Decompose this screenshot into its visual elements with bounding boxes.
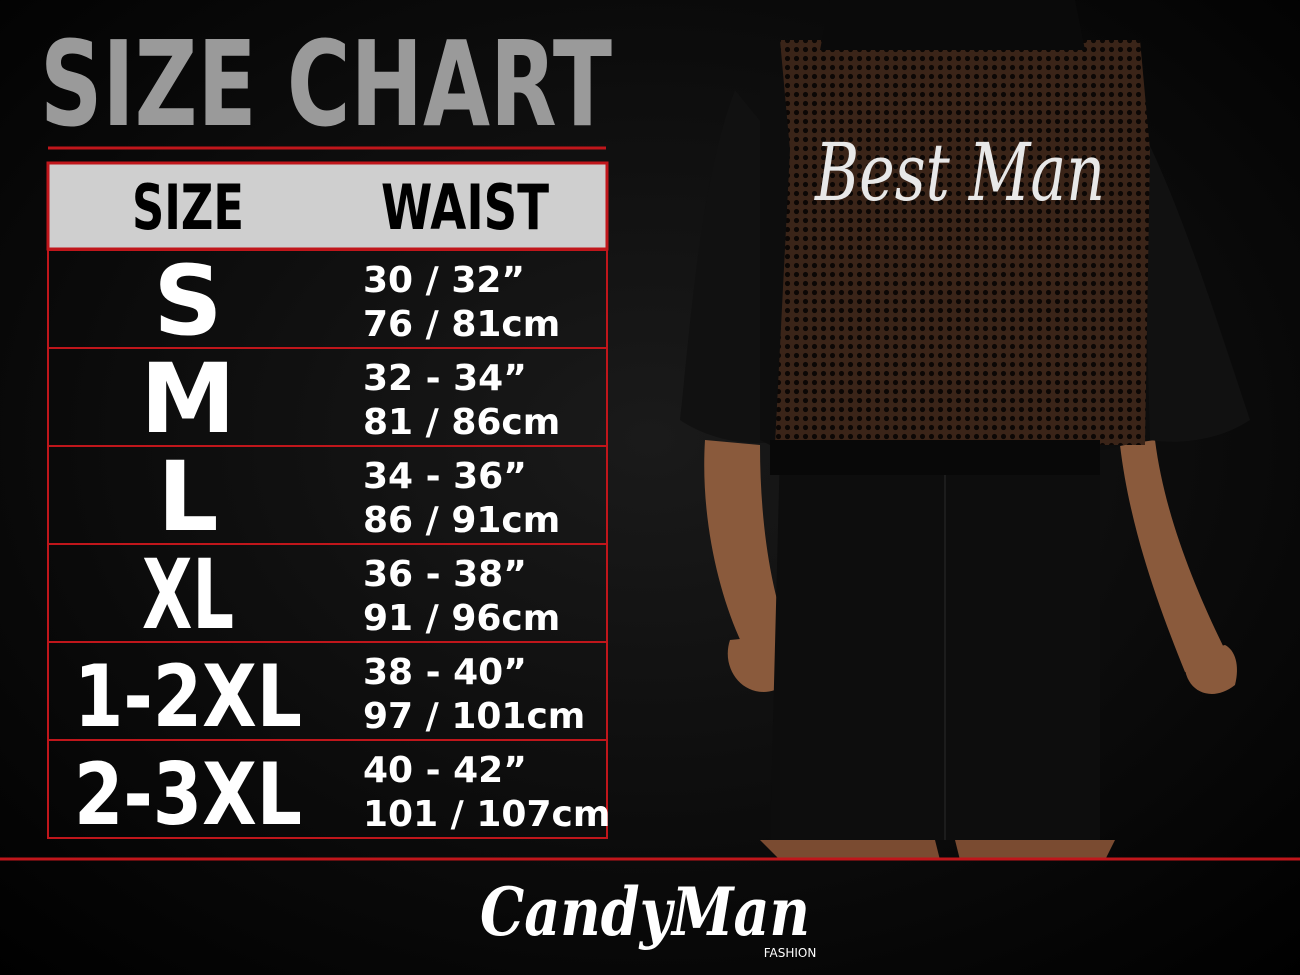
waist-inches: 34 - 36” xyxy=(363,456,527,497)
waist-inches: 32 - 34” xyxy=(363,358,527,399)
brand-tagline: FASHION xyxy=(764,946,817,960)
waist-cm: 91 / 96cm xyxy=(363,598,560,639)
waist-cm: 86 / 91cm xyxy=(363,500,560,541)
brand-logo: CandyMan xyxy=(480,873,810,951)
size-label: 2-3XL xyxy=(74,745,302,845)
waist-inches: 38 - 40” xyxy=(363,652,527,693)
column-header: SIZE xyxy=(132,171,244,244)
waist-cm: 81 / 86cm xyxy=(363,402,560,443)
waist-inches: 40 - 42” xyxy=(363,750,527,791)
page-title: SIZE CHART xyxy=(40,15,612,153)
size-label: L xyxy=(157,441,218,553)
table-body: S 30 / 32”76 / 81cm M 32 - 34”81 / 86cm L 34 … xyxy=(47,245,610,845)
size-label: 1-2XL xyxy=(74,647,302,747)
table-row xyxy=(47,739,608,839)
column-header: WAIST xyxy=(381,171,549,244)
waist-cm: 101 / 107cm xyxy=(363,794,610,835)
size-label: M xyxy=(140,343,236,455)
size-label: XL xyxy=(142,539,234,651)
product-figure xyxy=(680,0,1250,860)
waist-cm: 76 / 81cm xyxy=(363,304,560,345)
size-label: S xyxy=(153,245,222,357)
garment-print: Best Man xyxy=(813,126,1105,219)
waist-inches: 36 - 38” xyxy=(363,554,527,595)
waist-inches: 30 / 32” xyxy=(363,260,525,301)
waist-cm: 97 / 101cm xyxy=(363,696,585,737)
